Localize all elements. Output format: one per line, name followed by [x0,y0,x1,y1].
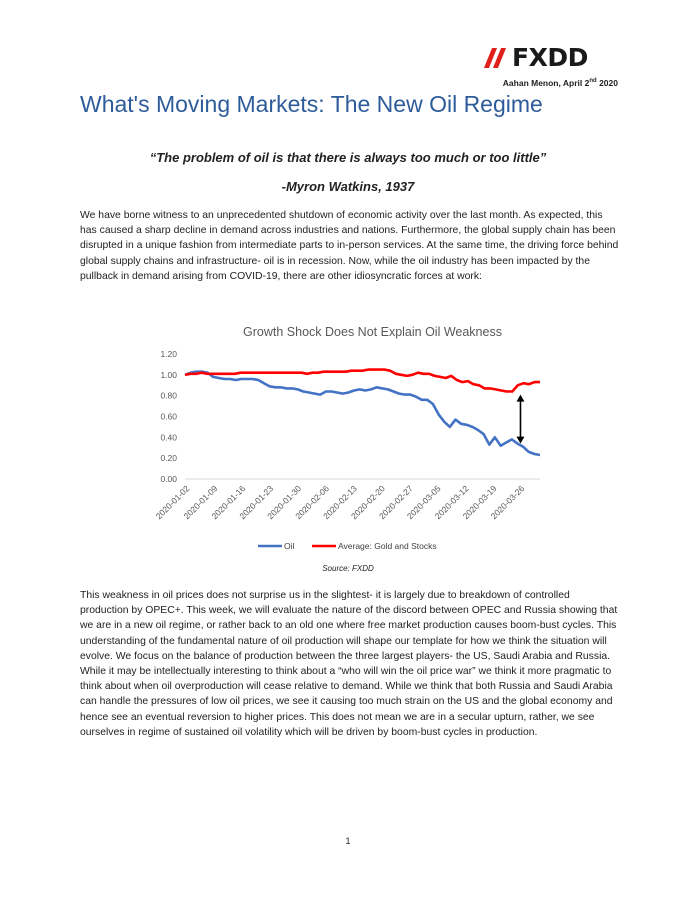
chart-source: Source: FXDD [322,564,374,573]
oil-chart: Growth Shock Does Not Explain Oil Weakne… [140,312,560,582]
epigraph-author: -Myron Watkins, 1937 [281,179,415,194]
oil-series-line [184,370,541,457]
page-title: What's Moving Markets: The New Oil Regim… [80,91,543,117]
author-date-line: Aahan Menon, April 2nd 2020 [503,78,618,88]
annotation-arrowhead-up [516,394,525,402]
epigraph-quote: “The problem of oil is that there is alw… [149,150,547,165]
y-tick-label: 0.00 [160,474,177,484]
y-tick-label: 0.60 [160,412,177,422]
intro-paragraph: We have borne witness to an unprecedente… [80,210,619,282]
logo-text: FXDD [512,43,588,72]
legend-label: Oil [284,541,295,551]
fxdd-logo: FXDD [483,43,596,72]
y-tick-label: 1.20 [160,349,177,359]
legend-label: Average: Gold and Stocks [338,541,437,551]
y-tick-label: 1.00 [160,370,177,380]
date-ordinal-suffix: nd [589,78,597,85]
y-tick-label: 0.20 [160,453,177,463]
chart-title: Growth Shock Does Not Explain Oil Weakne… [243,325,502,339]
oil-chart-svg: Growth Shock Does Not Explain Oil Weakne… [154,325,541,551]
author-year: 2020 [596,78,618,88]
annotation-arrowhead-down [516,436,525,444]
gold-stocks-series-line [184,368,540,393]
page-number: 1 [345,836,351,846]
y-tick-label: 0.40 [160,432,177,442]
y-tick-label: 0.80 [160,391,177,401]
author-name: Aahan Menon, April 2 [502,78,590,88]
body-paragraph: This weakness in oil prices does not sur… [80,590,618,738]
